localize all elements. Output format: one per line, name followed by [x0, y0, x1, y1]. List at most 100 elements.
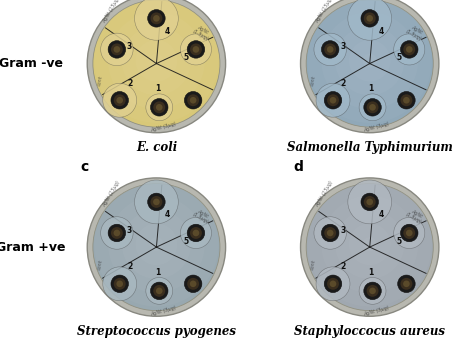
Circle shape: [190, 97, 196, 103]
Circle shape: [369, 104, 376, 110]
Circle shape: [187, 224, 205, 242]
Circle shape: [150, 98, 168, 116]
Text: c: c: [80, 160, 89, 174]
Circle shape: [394, 217, 425, 249]
Text: 3: 3: [340, 42, 346, 51]
Circle shape: [403, 281, 410, 287]
Circle shape: [153, 199, 160, 205]
Text: 1: 1: [155, 268, 161, 277]
Circle shape: [327, 94, 339, 106]
Circle shape: [184, 91, 202, 109]
Circle shape: [330, 281, 337, 287]
Text: 5: 5: [397, 237, 402, 246]
Text: AgNt
(1.5µg): AgNt (1.5µg): [404, 207, 425, 225]
Text: AgNt (15µg): AgNt (15µg): [315, 0, 334, 24]
Circle shape: [187, 278, 199, 290]
Circle shape: [103, 267, 137, 301]
Text: cont: cont: [97, 258, 103, 270]
Circle shape: [364, 98, 381, 116]
Circle shape: [156, 104, 163, 110]
Text: Staphyloccocus aureus: Staphyloccocus aureus: [294, 325, 445, 338]
Circle shape: [316, 267, 350, 301]
Text: 3: 3: [127, 226, 132, 235]
Text: AgNt (3µg): AgNt (3µg): [363, 121, 390, 133]
Text: 1: 1: [155, 84, 161, 94]
Circle shape: [406, 46, 412, 53]
Circle shape: [111, 91, 128, 109]
Circle shape: [135, 180, 178, 224]
Circle shape: [364, 282, 381, 300]
Text: AgNt (3µg): AgNt (3µg): [150, 305, 177, 317]
Text: 1: 1: [368, 84, 374, 94]
Ellipse shape: [306, 184, 433, 311]
Circle shape: [146, 94, 173, 121]
Ellipse shape: [87, 178, 226, 316]
Circle shape: [401, 94, 412, 106]
Circle shape: [190, 281, 196, 287]
Circle shape: [401, 224, 418, 242]
Text: 4: 4: [165, 26, 170, 36]
Circle shape: [401, 41, 418, 58]
Circle shape: [369, 288, 376, 294]
Circle shape: [100, 33, 133, 66]
Circle shape: [398, 91, 415, 109]
Text: Gram +ve: Gram +ve: [0, 241, 65, 253]
Circle shape: [324, 91, 342, 109]
Circle shape: [361, 10, 378, 27]
Text: 5: 5: [397, 53, 402, 62]
Text: AgNt (15µg): AgNt (15µg): [101, 0, 121, 24]
Text: 5: 5: [183, 237, 189, 246]
Circle shape: [403, 97, 410, 103]
Text: 2: 2: [127, 79, 132, 88]
Text: 5: 5: [183, 53, 189, 62]
Circle shape: [148, 193, 165, 211]
Text: AgNt
(1.5µg): AgNt (1.5µg): [191, 207, 212, 225]
Text: 3: 3: [340, 226, 346, 235]
Circle shape: [153, 285, 165, 297]
Circle shape: [321, 224, 339, 242]
Circle shape: [348, 180, 392, 224]
Circle shape: [394, 34, 425, 65]
Circle shape: [364, 196, 376, 208]
Circle shape: [135, 0, 178, 40]
Circle shape: [181, 217, 211, 249]
Circle shape: [111, 275, 128, 293]
Circle shape: [181, 34, 211, 65]
Circle shape: [359, 277, 386, 304]
Ellipse shape: [306, 0, 433, 127]
Circle shape: [156, 288, 163, 294]
Circle shape: [150, 282, 168, 300]
Circle shape: [364, 12, 376, 24]
Ellipse shape: [301, 0, 439, 133]
Circle shape: [314, 217, 346, 249]
Circle shape: [103, 83, 137, 117]
Ellipse shape: [93, 0, 220, 127]
Circle shape: [108, 224, 126, 242]
Circle shape: [190, 227, 202, 239]
Text: Salmonella Typhimurium: Salmonella Typhimurium: [287, 141, 453, 154]
Circle shape: [330, 97, 337, 103]
Circle shape: [190, 43, 202, 55]
Circle shape: [324, 275, 342, 293]
Circle shape: [192, 230, 199, 236]
Text: cont: cont: [97, 75, 103, 86]
Circle shape: [114, 46, 120, 53]
Text: AgNt (15µg): AgNt (15µg): [315, 179, 334, 208]
Circle shape: [150, 196, 163, 208]
Circle shape: [111, 43, 123, 55]
Ellipse shape: [301, 178, 439, 316]
Circle shape: [111, 227, 123, 239]
Text: 1: 1: [368, 268, 374, 277]
Circle shape: [187, 94, 199, 106]
Circle shape: [148, 10, 165, 27]
Text: 2: 2: [127, 262, 132, 271]
Circle shape: [146, 277, 173, 304]
Text: E. coli: E. coli: [136, 141, 177, 154]
Text: AgNt (15µg): AgNt (15µg): [101, 179, 121, 208]
Circle shape: [401, 278, 412, 290]
Circle shape: [192, 46, 199, 53]
Text: 2: 2: [340, 79, 346, 88]
Circle shape: [184, 275, 202, 293]
Circle shape: [324, 43, 336, 55]
Text: 4: 4: [378, 26, 383, 36]
